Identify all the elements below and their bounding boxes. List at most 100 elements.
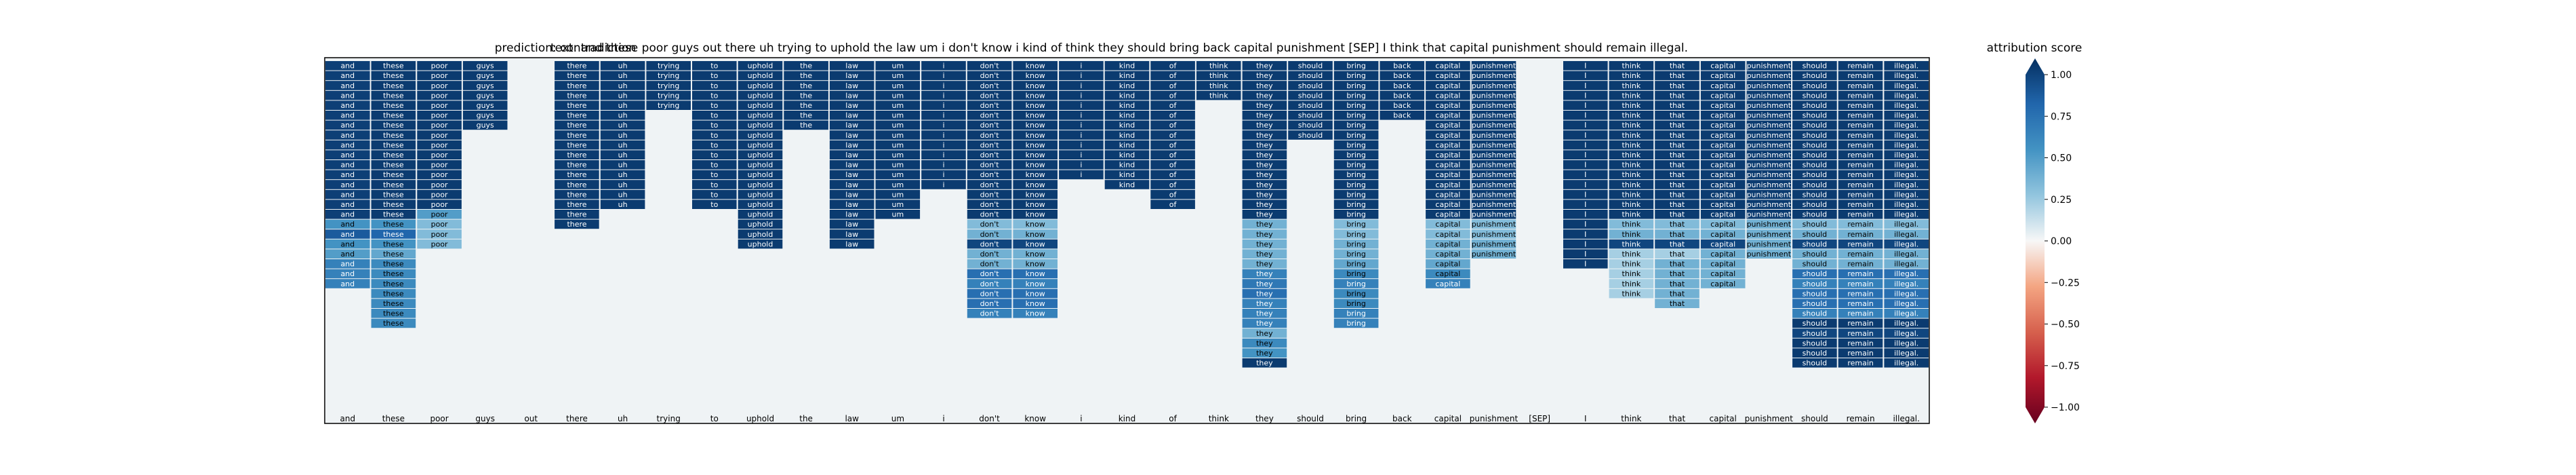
heatmap-cell	[462, 81, 508, 90]
heatmap-cell	[417, 120, 462, 130]
heatmap-cell-label: don't	[980, 81, 1000, 90]
heatmap-cell-label: that	[1670, 170, 1685, 179]
heatmap-cell-label: they	[1256, 190, 1273, 199]
heatmap-cell	[1242, 259, 1287, 269]
heatmap-cell	[1792, 338, 1837, 348]
heatmap-cell-label: and	[340, 180, 355, 189]
heatmap-cell-label: there	[567, 131, 586, 140]
heatmap-cell-label: should	[1803, 101, 1827, 110]
heatmap-cell-label: illegal.	[1894, 200, 1918, 209]
heatmap-cell-label: should	[1298, 121, 1323, 130]
heatmap-cell-label: law	[845, 190, 858, 199]
heatmap-cell	[371, 210, 416, 219]
heatmap-cell	[692, 120, 737, 130]
heatmap-cell-label: um	[892, 71, 904, 80]
heatmap-cell	[1655, 71, 1699, 81]
heatmap-cell-label: um	[892, 190, 904, 199]
colorbar-tick-label: −0.25	[2051, 278, 2080, 288]
heatmap-cell	[875, 140, 921, 150]
heatmap-cell	[875, 170, 921, 180]
heatmap-cell-label: remain	[1847, 299, 1874, 308]
heatmap-cell-label: capital	[1710, 161, 1735, 170]
heatmap-cell-label: capital	[1435, 161, 1460, 170]
heatmap-cell	[1333, 288, 1379, 299]
heatmap-cell	[325, 111, 370, 120]
heatmap-cell	[325, 229, 370, 239]
heatmap-cell-label: capital	[1435, 210, 1460, 219]
heatmap-cell-label: remain	[1847, 62, 1874, 71]
heatmap-cell-label: capital	[1710, 190, 1735, 199]
heatmap-cell-label: punishment	[1472, 190, 1516, 199]
heatmap-cell-label: should	[1803, 200, 1827, 209]
heatmap-cell	[921, 170, 966, 180]
heatmap-cell-label: should	[1803, 151, 1827, 159]
heatmap-cell-label: and	[340, 140, 355, 149]
heatmap-cell-label: capital	[1710, 220, 1735, 229]
heatmap-cell-label: know	[1026, 140, 1045, 149]
heatmap-cell	[1563, 170, 1608, 180]
heatmap-cell	[921, 150, 966, 159]
heatmap-cell-label: i	[1080, 101, 1082, 110]
heatmap-cell-label: these	[383, 151, 404, 159]
heatmap-cell	[1059, 150, 1104, 159]
heatmap-cell-label: they	[1256, 101, 1273, 110]
heatmap-cell-label: bring	[1346, 62, 1366, 71]
heatmap-cell-label: bring	[1346, 269, 1366, 278]
heatmap-cell	[1700, 61, 1746, 71]
heatmap-cell	[1746, 130, 1792, 140]
heatmap-cell	[1792, 229, 1837, 239]
heatmap-cell-label: of	[1169, 101, 1178, 110]
heatmap-cell-label: punishment	[1472, 230, 1516, 239]
heatmap-cell-label: should	[1803, 230, 1827, 239]
heatmap-cell	[325, 61, 370, 71]
heatmap-cell	[1333, 180, 1379, 189]
heatmap-cell	[1655, 81, 1699, 90]
heatmap-cell	[1700, 229, 1746, 239]
heatmap-cell	[417, 160, 462, 170]
heatmap-cell	[1242, 338, 1287, 348]
heatmap-cell	[1242, 299, 1287, 308]
heatmap-cell-label: i	[1080, 111, 1082, 120]
heatmap-cell	[875, 130, 921, 140]
heatmap-cell	[1013, 160, 1058, 170]
heatmap-cell-label: um	[892, 121, 904, 130]
heatmap-cell	[1609, 90, 1654, 100]
heatmap-cell-label: should	[1803, 280, 1827, 288]
heatmap-cell-label: punishment	[1472, 180, 1516, 189]
heatmap-cell	[1792, 150, 1837, 159]
heatmap-cell-label: illegal.	[1894, 170, 1918, 179]
heatmap-cell-label: punishment	[1747, 151, 1792, 159]
heatmap-cell-label: I	[1584, 190, 1586, 199]
heatmap-cell-label: i	[942, 71, 944, 80]
heatmap-cell-label: should	[1803, 180, 1827, 189]
heatmap-cell-label: poor	[431, 62, 448, 71]
heatmap-cell-label: they	[1256, 151, 1273, 159]
heatmap-cell-label: kind	[1119, 101, 1135, 110]
heatmap-cell-label: don't	[980, 269, 1000, 278]
heatmap-cell-label: um	[892, 210, 904, 219]
heatmap-cell-label: uh	[618, 91, 628, 100]
heatmap-cell-label: bring	[1346, 220, 1366, 229]
heatmap-cell	[1563, 71, 1608, 81]
heatmap-cell-label: they	[1256, 71, 1273, 80]
heatmap-cell	[1150, 140, 1195, 150]
heatmap-cell	[1700, 239, 1746, 249]
heatmap-cell-label: to	[710, 151, 718, 159]
heatmap-cell-label: um	[892, 101, 904, 110]
heatmap-cell	[738, 130, 783, 140]
heatmap-cell	[555, 111, 599, 120]
heatmap-cell-label: capital	[1435, 269, 1460, 278]
heatmap-cell	[1563, 239, 1608, 249]
heatmap-cell-label: back	[1393, 91, 1411, 100]
heatmap-cell	[325, 269, 370, 279]
heatmap-cell-label: don't	[980, 101, 1000, 110]
heatmap-cell-label: law	[845, 131, 858, 140]
heatmap-cell	[829, 189, 874, 200]
heatmap-cell	[1792, 130, 1837, 140]
heatmap-cell-label: don't	[980, 210, 1000, 219]
heatmap-cell-label: illegal.	[1894, 329, 1918, 338]
heatmap-cell	[1380, 71, 1425, 81]
colorbar-tick-label: 0.25	[2051, 195, 2072, 206]
heatmap-cell-label: capital	[1710, 280, 1735, 288]
